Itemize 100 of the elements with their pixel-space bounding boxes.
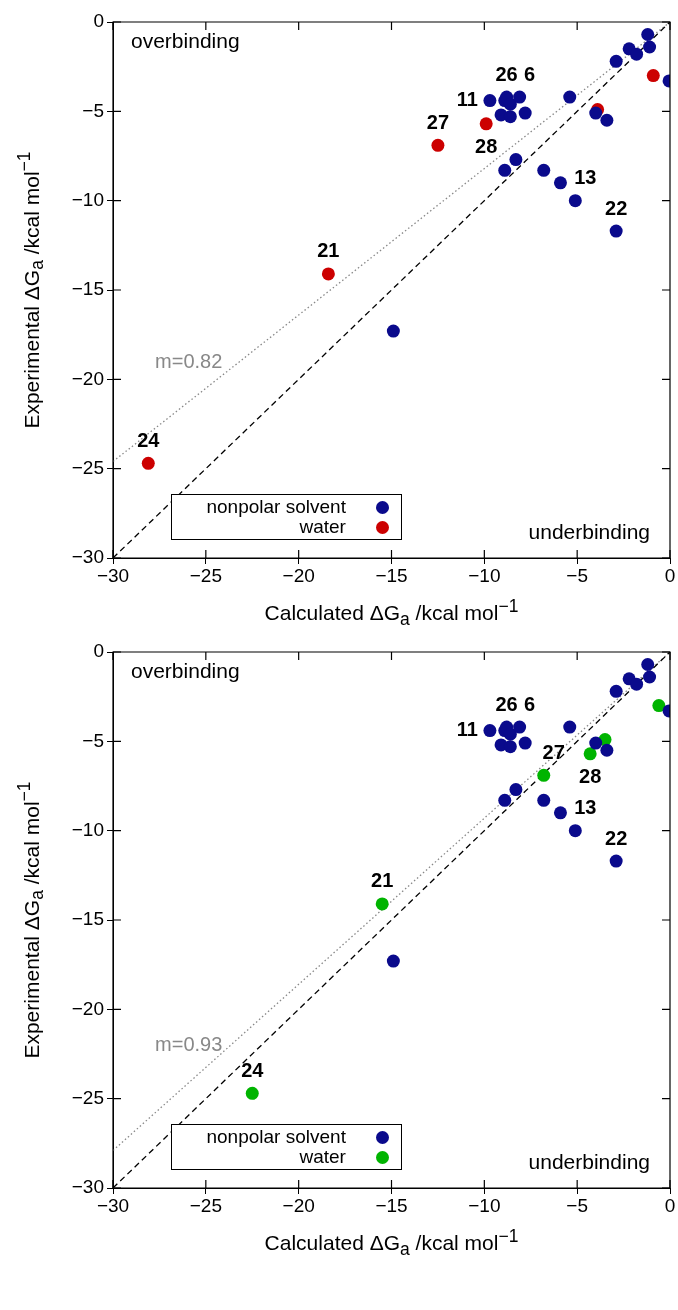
legend-label: nonpolar solvent: [206, 1126, 346, 1147]
x-tick-label: −15: [375, 564, 408, 586]
point: [568, 194, 582, 208]
point: [518, 736, 532, 750]
point: [498, 793, 512, 807]
point: [643, 670, 657, 684]
point: [509, 783, 523, 797]
point: [609, 54, 623, 68]
annotation: 13: [574, 796, 597, 819]
point: [609, 224, 623, 238]
point: [483, 724, 497, 738]
point: [609, 684, 623, 698]
point: [643, 40, 657, 54]
point: [609, 854, 623, 868]
point: [641, 658, 655, 672]
point: [589, 736, 603, 750]
point: [375, 897, 389, 911]
annotation: 26: [495, 62, 518, 85]
annotation: 27: [426, 110, 450, 133]
point: [513, 720, 527, 734]
point: [630, 47, 644, 61]
annotation: overbinding: [131, 29, 240, 53]
point: [431, 138, 445, 152]
point: [646, 69, 660, 83]
annotation: 21: [317, 239, 340, 262]
point: [568, 824, 582, 838]
x-tick-label: −5: [566, 1194, 588, 1216]
point: [537, 793, 551, 807]
point: [321, 267, 335, 281]
x-tick-label: −10: [468, 564, 501, 586]
x-tick-label: −5: [566, 564, 588, 586]
point: [386, 324, 400, 338]
y-tick-label: −10: [71, 818, 104, 840]
point: [600, 113, 614, 127]
legend-label: water: [299, 516, 346, 537]
point: [483, 94, 497, 108]
x-tick-label: −20: [282, 1194, 315, 1216]
point: [386, 954, 400, 968]
point: [563, 720, 577, 734]
series-label: m=0.82: [155, 350, 223, 373]
x-axis-title: Calculated ΔG$_{a}$ /kcal mol$^{−1}$: [264, 1226, 519, 1261]
point: [553, 176, 567, 190]
annotation: underbinding: [528, 1150, 650, 1174]
series-label: m=0.93: [155, 1033, 223, 1056]
point: [509, 153, 523, 167]
point: [503, 727, 517, 741]
point: [600, 743, 614, 757]
point: [498, 163, 512, 177]
point: [479, 117, 493, 131]
x-axis-title: Calculated ΔG$_{a}$ /kcal mol$^{−1}$: [264, 596, 519, 631]
y-tick-label: −30: [71, 546, 104, 568]
annotation: 13: [574, 166, 597, 189]
point: [503, 740, 517, 754]
y-tick-label: 0: [93, 10, 104, 32]
legend-label: nonpolar solvent: [206, 496, 346, 517]
annotation: 27: [542, 740, 565, 763]
point: [641, 28, 655, 42]
annotation: 11: [456, 718, 478, 741]
y-tick-label: −25: [71, 456, 104, 478]
annotation: overbinding: [131, 659, 240, 683]
legend-label: water: [299, 1146, 346, 1167]
y-tick-label: −15: [71, 908, 104, 930]
point: [503, 97, 517, 111]
point: [245, 1086, 259, 1100]
point: [513, 90, 527, 104]
y-tick-label: −25: [71, 1086, 104, 1108]
point: [652, 699, 666, 713]
annotation: 22: [605, 196, 628, 219]
point: [553, 806, 567, 820]
point: [537, 768, 551, 782]
y-tick-label: −20: [71, 367, 104, 389]
annotation: 22: [605, 826, 628, 849]
annotation: 6: [524, 62, 536, 85]
y-tick-label: −5: [82, 729, 104, 751]
point: [537, 163, 551, 177]
y-tick-label: −15: [71, 278, 104, 300]
point: [503, 110, 517, 124]
annotation: 24: [241, 1058, 265, 1081]
point: [141, 456, 155, 470]
x-tick-label: 0: [664, 564, 676, 586]
annotation: 21: [371, 869, 394, 892]
x-tick-label: −20: [282, 564, 315, 586]
y-tick-label: −5: [82, 99, 104, 121]
x-tick-label: 0: [664, 1194, 676, 1216]
annotation: 28: [579, 765, 602, 788]
y-tick-label: −20: [71, 997, 104, 1019]
annotation: 26: [495, 692, 518, 715]
x-tick-label: −25: [189, 1194, 222, 1216]
y-tick-label: −30: [71, 1176, 104, 1198]
point: [518, 106, 532, 120]
point: [630, 677, 644, 691]
annotation: 24: [137, 428, 161, 451]
x-tick-label: −10: [468, 1194, 501, 1216]
x-tick-label: −25: [189, 564, 222, 586]
y-tick-label: −10: [71, 188, 104, 210]
point: [563, 90, 577, 104]
annotation: underbinding: [528, 520, 650, 544]
x-tick-label: −15: [375, 1194, 408, 1216]
annotation: 11: [456, 88, 478, 111]
point: [583, 747, 597, 761]
